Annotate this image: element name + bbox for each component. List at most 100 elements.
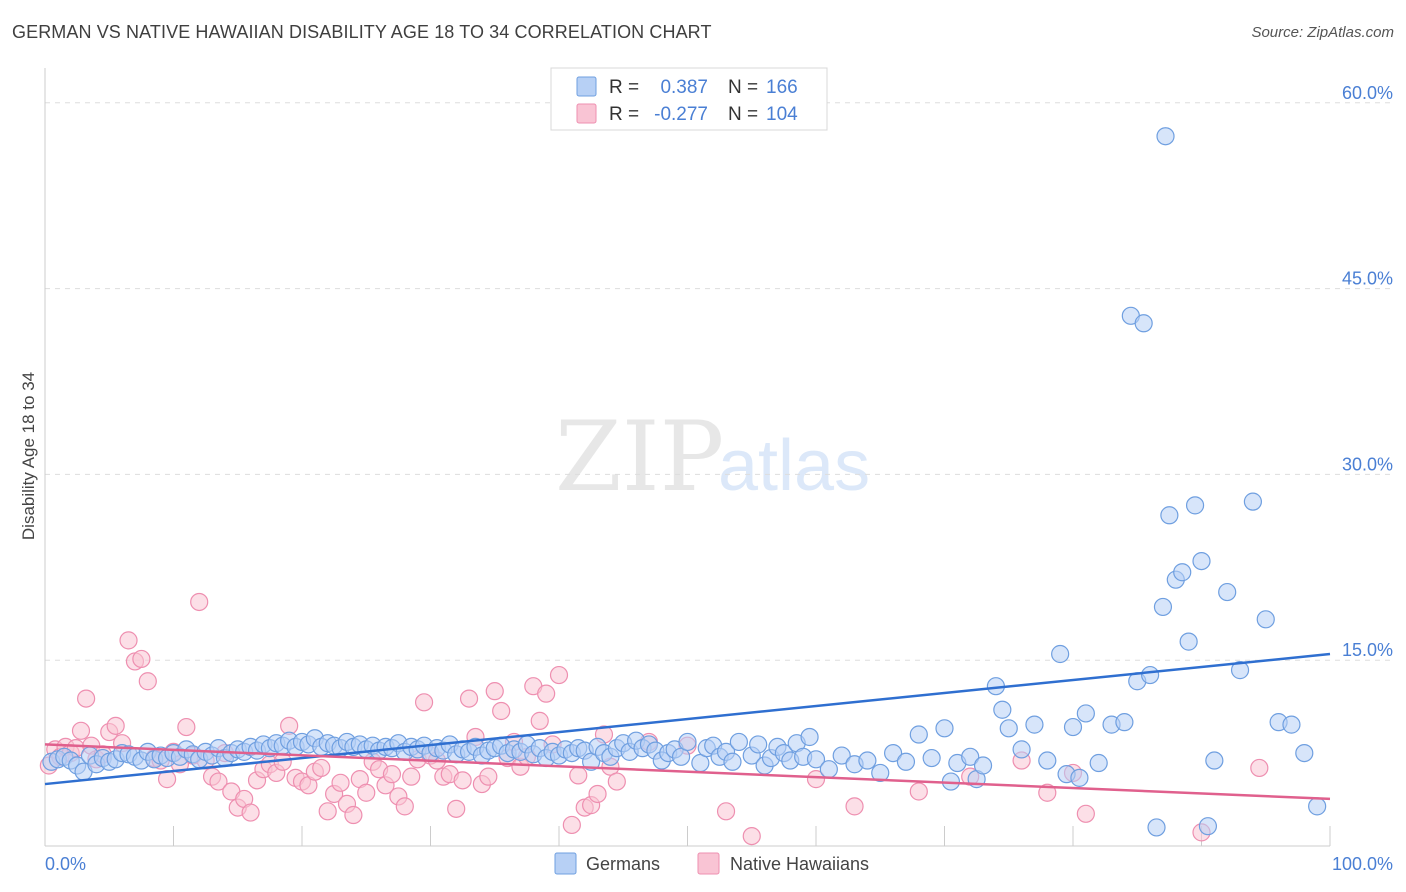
native-hawaiian-point bbox=[344, 805, 363, 825]
german-point bbox=[1160, 506, 1179, 525]
german-point bbox=[832, 746, 851, 765]
german-point bbox=[1218, 582, 1237, 602]
german-point bbox=[1256, 610, 1275, 629]
german-point bbox=[749, 735, 768, 754]
native-hawaiian-point bbox=[453, 771, 472, 790]
german-point bbox=[1063, 717, 1083, 737]
native-hawaiian-point bbox=[607, 772, 626, 791]
native-hawaiian-point bbox=[77, 689, 96, 708]
german-point bbox=[1192, 551, 1211, 571]
german-point bbox=[896, 752, 916, 771]
native-hawaiian-point bbox=[395, 797, 414, 816]
native-hawaiian-point bbox=[459, 689, 479, 708]
native-hawaiian-point bbox=[138, 672, 157, 691]
german-point bbox=[871, 763, 890, 783]
native-hawaiian-point bbox=[209, 772, 228, 791]
native-hawaiian-point bbox=[716, 802, 736, 821]
legend-r-value-native-hawaiians: -0.277 bbox=[654, 104, 708, 125]
german-point bbox=[973, 756, 993, 775]
y-tick-label: 60.0% bbox=[1342, 83, 1393, 103]
german-point bbox=[1140, 665, 1160, 685]
german-point bbox=[1070, 768, 1089, 787]
series-legend-swatch-germans bbox=[554, 852, 577, 875]
german-point bbox=[806, 750, 826, 769]
native-hawaiian-point bbox=[530, 711, 549, 730]
native-hawaiian-point bbox=[241, 803, 260, 822]
series-legend-swatch-native-hawaiians bbox=[697, 852, 720, 875]
native-hawaiian-point bbox=[806, 770, 826, 789]
legend-box bbox=[550, 67, 828, 131]
germans-trend-line bbox=[44, 652, 1331, 786]
y-tick-label: 30.0% bbox=[1342, 454, 1393, 474]
legend-n-value-native-hawaiians: 104 bbox=[766, 104, 798, 125]
german-point bbox=[1230, 661, 1250, 680]
native-hawaiian-point bbox=[447, 799, 466, 818]
native-hawaiian-point bbox=[479, 767, 498, 786]
german-point bbox=[993, 700, 1012, 719]
legend-swatch-germans bbox=[576, 76, 597, 97]
legend-r-value-germans: 0.387 bbox=[660, 77, 708, 98]
german-point bbox=[1205, 751, 1224, 770]
watermark-zip: ZIP bbox=[555, 401, 724, 513]
y-axis-label: Disability Age 18 to 34 bbox=[19, 372, 38, 540]
native-hawaiian-point bbox=[549, 665, 569, 685]
watermark-atlas: atlas bbox=[718, 426, 870, 506]
native-hawaiian-point bbox=[331, 773, 350, 792]
native-hawaiian-point bbox=[1250, 758, 1269, 778]
german-point bbox=[1115, 713, 1134, 732]
legend-n-label: N = bbox=[728, 77, 758, 98]
german-point bbox=[909, 725, 928, 744]
legend-swatch-native-hawaiians bbox=[576, 103, 597, 124]
german-point bbox=[1308, 797, 1327, 816]
legend-r-label: R = bbox=[609, 104, 639, 125]
series-legend-label-germans: Germans bbox=[586, 854, 660, 874]
source-credit: Source: ZipAtlas.com bbox=[1251, 24, 1394, 41]
german-point bbox=[935, 719, 954, 738]
correlation-legend: R = 0.387 N = 166 R = -0.277 N = 104 bbox=[550, 67, 828, 131]
german-point bbox=[1156, 127, 1175, 146]
native-hawaiian-point bbox=[312, 758, 331, 778]
legend-n-label: N = bbox=[728, 104, 758, 125]
y-tick-labels: 15.0% 30.0% 45.0% 60.0% bbox=[1342, 83, 1393, 660]
native-hawaiian-point bbox=[357, 783, 376, 802]
native-hawaiian-point bbox=[190, 592, 209, 612]
legend-n-value-germans: 166 bbox=[766, 77, 798, 98]
german-point bbox=[883, 743, 903, 763]
legend-r-label: R = bbox=[609, 77, 639, 98]
native-hawaiian-point bbox=[492, 701, 511, 721]
german-point bbox=[1179, 632, 1198, 651]
german-point bbox=[922, 748, 941, 768]
german-point bbox=[1147, 818, 1166, 837]
trend-lines bbox=[44, 652, 1331, 801]
german-point bbox=[1134, 314, 1153, 333]
german-point bbox=[961, 747, 980, 766]
native-hawaiian-point bbox=[588, 784, 607, 804]
y-tick-label: 45.0% bbox=[1342, 269, 1393, 289]
native-hawaiian-point bbox=[1038, 783, 1057, 802]
native-hawaiian-point bbox=[402, 767, 421, 786]
native-hawaiians-trend-line bbox=[44, 743, 1331, 801]
german-point bbox=[819, 760, 838, 779]
german-point bbox=[1076, 704, 1095, 723]
chart-title: GERMAN VS NATIVE HAWAIIAN DISABILITY AGE… bbox=[12, 22, 712, 42]
german-point bbox=[1243, 492, 1263, 511]
german-point bbox=[800, 727, 819, 747]
native-hawaiian-point bbox=[106, 716, 125, 735]
german-point bbox=[678, 732, 697, 752]
x-tick-label: 100.0% bbox=[1332, 854, 1393, 874]
german-point bbox=[1198, 817, 1218, 836]
native-hawaiian-point bbox=[569, 766, 588, 785]
native-hawaiian-point bbox=[382, 765, 402, 784]
x-tick-label: 0.0% bbox=[45, 854, 86, 874]
german-point bbox=[1185, 496, 1205, 515]
native-hawaiian-point bbox=[414, 693, 434, 712]
native-hawaiian-point bbox=[742, 826, 761, 846]
series-legend-label-native-hawaiians: Native Hawaiians bbox=[730, 854, 869, 874]
german-point bbox=[729, 732, 749, 752]
series-legend: Germans Native Hawaiians bbox=[554, 852, 869, 875]
german-point bbox=[1173, 563, 1192, 582]
native-hawaiian-point bbox=[177, 717, 196, 737]
german-point bbox=[1282, 715, 1301, 734]
y-tick-label: 15.0% bbox=[1342, 640, 1393, 660]
